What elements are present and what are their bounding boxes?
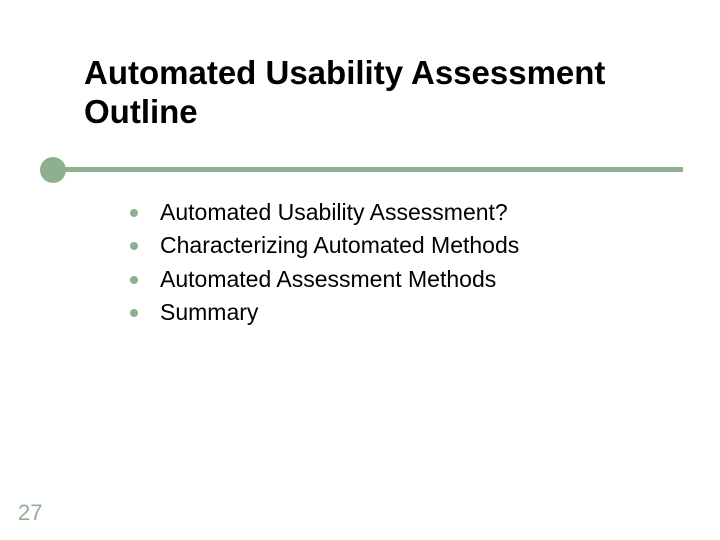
slide: Automated Usability Assessment Outline A…: [0, 0, 720, 540]
underline-bar: [53, 167, 683, 172]
bullet-text: Automated Assessment Methods: [160, 265, 496, 294]
list-item: Summary: [130, 298, 680, 327]
page-number: 27: [18, 500, 42, 526]
bullet-icon: [130, 209, 138, 217]
list-item: Automated Assessment Methods: [130, 265, 680, 294]
bullet-icon: [130, 276, 138, 284]
bullet-list: Automated Usability Assessment? Character…: [130, 198, 680, 332]
bullet-text: Characterizing Automated Methods: [160, 231, 519, 260]
slide-title: Automated Usability Assessment Outline: [84, 54, 690, 132]
bullet-icon: [130, 309, 138, 317]
list-item: Characterizing Automated Methods: [130, 231, 680, 260]
bullet-icon: [130, 242, 138, 250]
bullet-text: Summary: [160, 298, 258, 327]
bullet-text: Automated Usability Assessment?: [160, 198, 508, 227]
list-item: Automated Usability Assessment?: [130, 198, 680, 227]
